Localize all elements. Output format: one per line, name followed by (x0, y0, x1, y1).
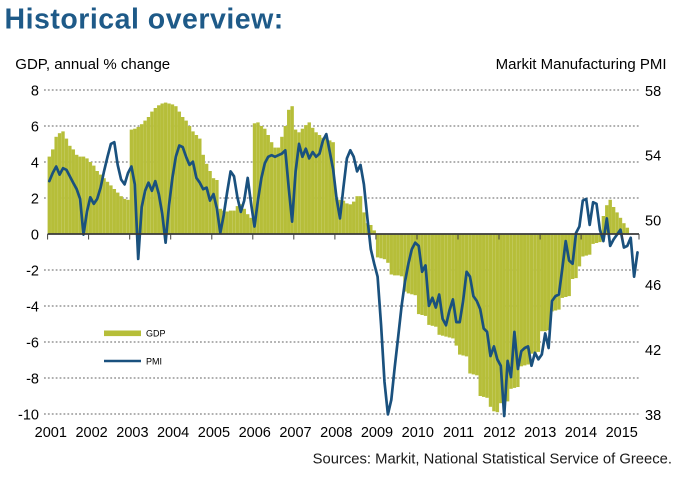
svg-text:-6: -6 (26, 335, 39, 351)
svg-text:38: 38 (645, 408, 661, 424)
svg-text:Markit Manufacturing PMI: Markit Manufacturing PMI (496, 56, 667, 73)
svg-text:2004: 2004 (157, 425, 189, 441)
svg-text:8: 8 (31, 83, 39, 99)
svg-text:6: 6 (31, 119, 39, 135)
svg-text:2003: 2003 (116, 425, 148, 441)
svg-text:2005: 2005 (198, 425, 230, 441)
svg-text:PMI: PMI (146, 357, 162, 367)
svg-text:42: 42 (645, 343, 661, 359)
svg-text:54: 54 (645, 149, 661, 165)
svg-text:2002: 2002 (75, 425, 107, 441)
svg-text:GDP, annual % change: GDP, annual % change (15, 56, 170, 73)
svg-text:-8: -8 (26, 371, 39, 387)
svg-text:0: 0 (31, 227, 39, 243)
svg-text:2011: 2011 (443, 425, 474, 441)
svg-text:2: 2 (31, 191, 39, 207)
svg-text:2012: 2012 (483, 425, 515, 441)
svg-text:GDP: GDP (146, 329, 166, 339)
svg-text:2009: 2009 (361, 425, 393, 441)
svg-text:2001: 2001 (35, 425, 67, 441)
svg-text:46: 46 (645, 278, 661, 294)
svg-text:Historical overview:: Historical overview: (5, 3, 284, 35)
svg-text:-10: -10 (18, 407, 39, 423)
svg-text:2014: 2014 (565, 425, 597, 441)
svg-text:2013: 2013 (524, 425, 556, 441)
svg-text:50: 50 (645, 213, 661, 229)
svg-text:Sources: Markit, National Stat: Sources: Markit, National Statistical Se… (313, 452, 672, 468)
svg-text:2010: 2010 (402, 425, 434, 441)
svg-text:4: 4 (31, 155, 39, 171)
svg-text:2008: 2008 (320, 425, 352, 441)
svg-text:2015: 2015 (606, 425, 638, 441)
svg-text:-4: -4 (26, 299, 39, 315)
svg-text:58: 58 (645, 84, 661, 100)
svg-text:2006: 2006 (239, 425, 271, 441)
svg-text:2007: 2007 (279, 425, 311, 441)
svg-text:-2: -2 (26, 263, 39, 279)
